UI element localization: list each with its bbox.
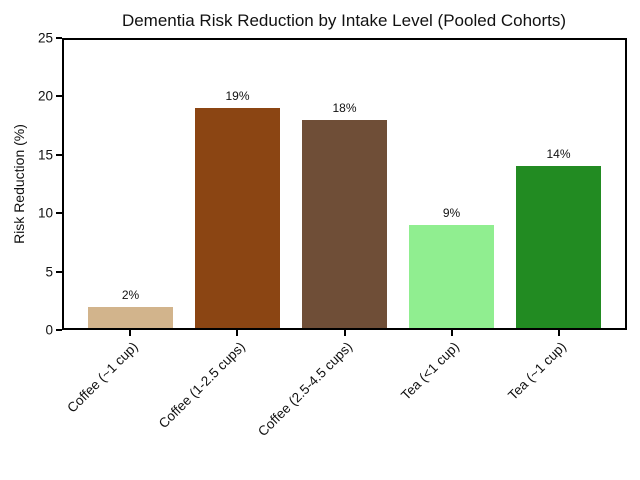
x-tick-mark xyxy=(129,330,132,336)
y-tick-label: 20 xyxy=(37,88,53,104)
bar xyxy=(301,119,388,330)
x-tick-mark xyxy=(343,330,346,336)
y-tick-mark xyxy=(56,37,62,39)
y-tick-mark xyxy=(56,95,62,98)
x-tick-mark xyxy=(450,330,453,336)
x-tick-label: Coffee (2.5-4.5 cups) xyxy=(254,339,356,440)
bar-value-label: 14% xyxy=(546,147,571,162)
chart-title: Dementia Risk Reduction by Intake Level … xyxy=(121,11,567,30)
bar xyxy=(515,166,602,330)
bars-layer: 2% 19% 18% 9% 14% xyxy=(62,38,627,330)
y-tick-label: 0 xyxy=(45,322,53,338)
y-tick-label: 25 xyxy=(37,30,53,46)
x-tick-label: Tea (<1 cup) xyxy=(398,339,463,403)
plot-area: 2% 19% 18% 9% 14% 0 5 10 15 20 25 Coffee (~1 cup)… xyxy=(38,31,627,439)
bar xyxy=(408,224,495,330)
y-tick-mark xyxy=(56,153,62,156)
bar-value-label: 9% xyxy=(442,205,461,220)
y-tick-mark xyxy=(56,329,62,331)
y-tick-label: 15 xyxy=(37,147,53,163)
y-tick-label: 10 xyxy=(37,205,53,221)
x-tick-label: Coffee (1-2.5 cups) xyxy=(155,339,249,432)
bar xyxy=(87,306,174,330)
bar xyxy=(194,108,281,330)
bar-value-label: 19% xyxy=(225,89,250,104)
x-axis-ticks: Coffee (~1 cup) Coffee (1-2.5 cups) Coffee… xyxy=(62,38,627,439)
x-tick-mark xyxy=(557,330,560,336)
y-tick-mark xyxy=(56,212,62,215)
x-tick-mark xyxy=(236,330,239,336)
bar-value-label: 2% xyxy=(121,287,140,302)
x-tick-label: Coffee (~1 cup) xyxy=(64,339,142,416)
x-tick-label: Tea (~1 cup) xyxy=(505,339,570,403)
y-tick-mark xyxy=(56,270,62,273)
bar-value-label: 18% xyxy=(332,100,357,115)
y-axis-ticks: 0 5 10 15 20 25 xyxy=(38,31,627,338)
y-tick-label: 5 xyxy=(45,264,53,280)
y-axis-label: Risk Reduction (%) xyxy=(11,124,27,244)
